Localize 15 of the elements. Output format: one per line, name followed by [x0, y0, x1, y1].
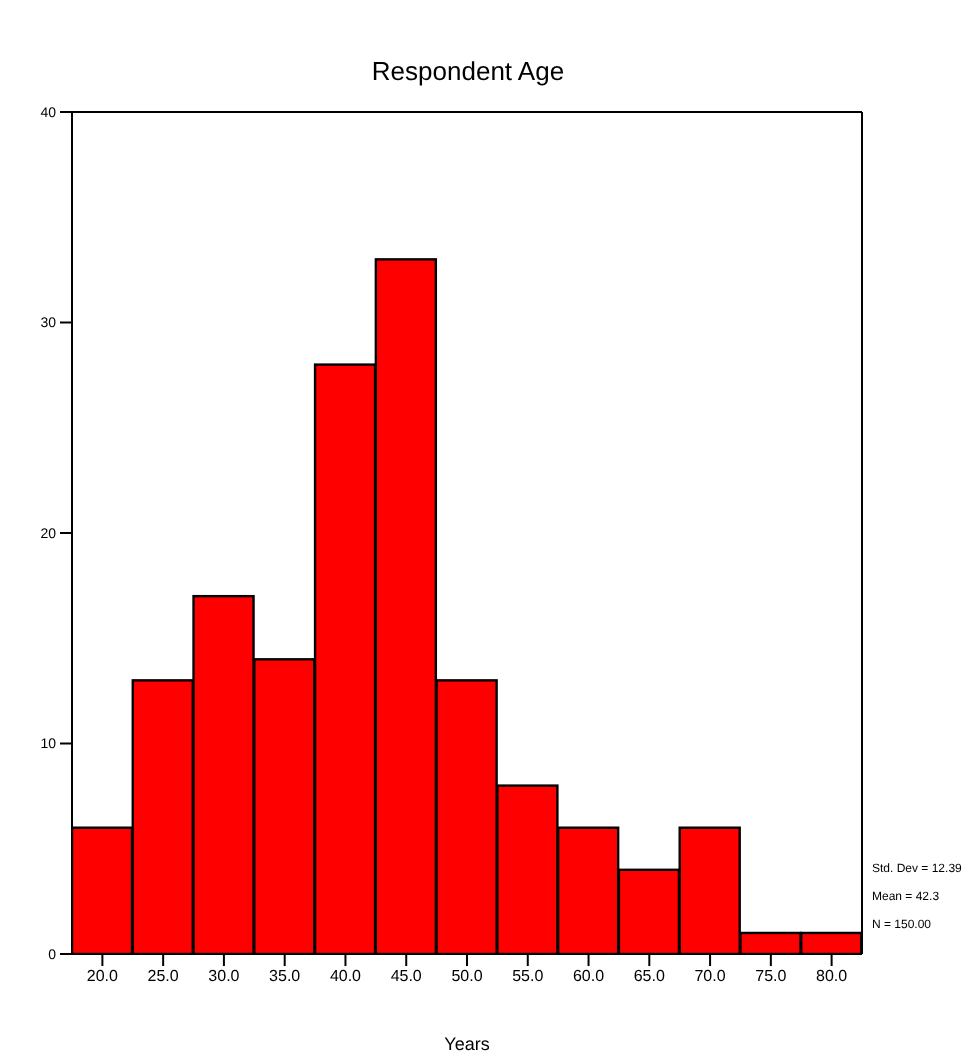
x-tick-label: 30.0 [208, 967, 241, 986]
x-tick-label: 80.0 [816, 967, 849, 986]
x-tick-label: 50.0 [451, 967, 484, 986]
x-tick-label: 35.0 [269, 967, 302, 986]
x-tick-label: 40.0 [329, 967, 363, 986]
x-axis-title: Years [444, 1034, 491, 1054]
x-tick-label: 65.0 [633, 967, 666, 986]
x-tick-label: 55.0 [512, 967, 545, 986]
x-tick-label: 45.0 [390, 967, 423, 986]
chart-title: Respondent Age [369, 56, 567, 86]
x-tick-label: 20.0 [86, 967, 120, 986]
x-tick-label: 70.0 [694, 967, 727, 986]
x-tick-label: 60.0 [572, 967, 606, 986]
x-tick-label: 25.0 [147, 967, 180, 986]
x-tick-label: 75.0 [755, 967, 788, 986]
